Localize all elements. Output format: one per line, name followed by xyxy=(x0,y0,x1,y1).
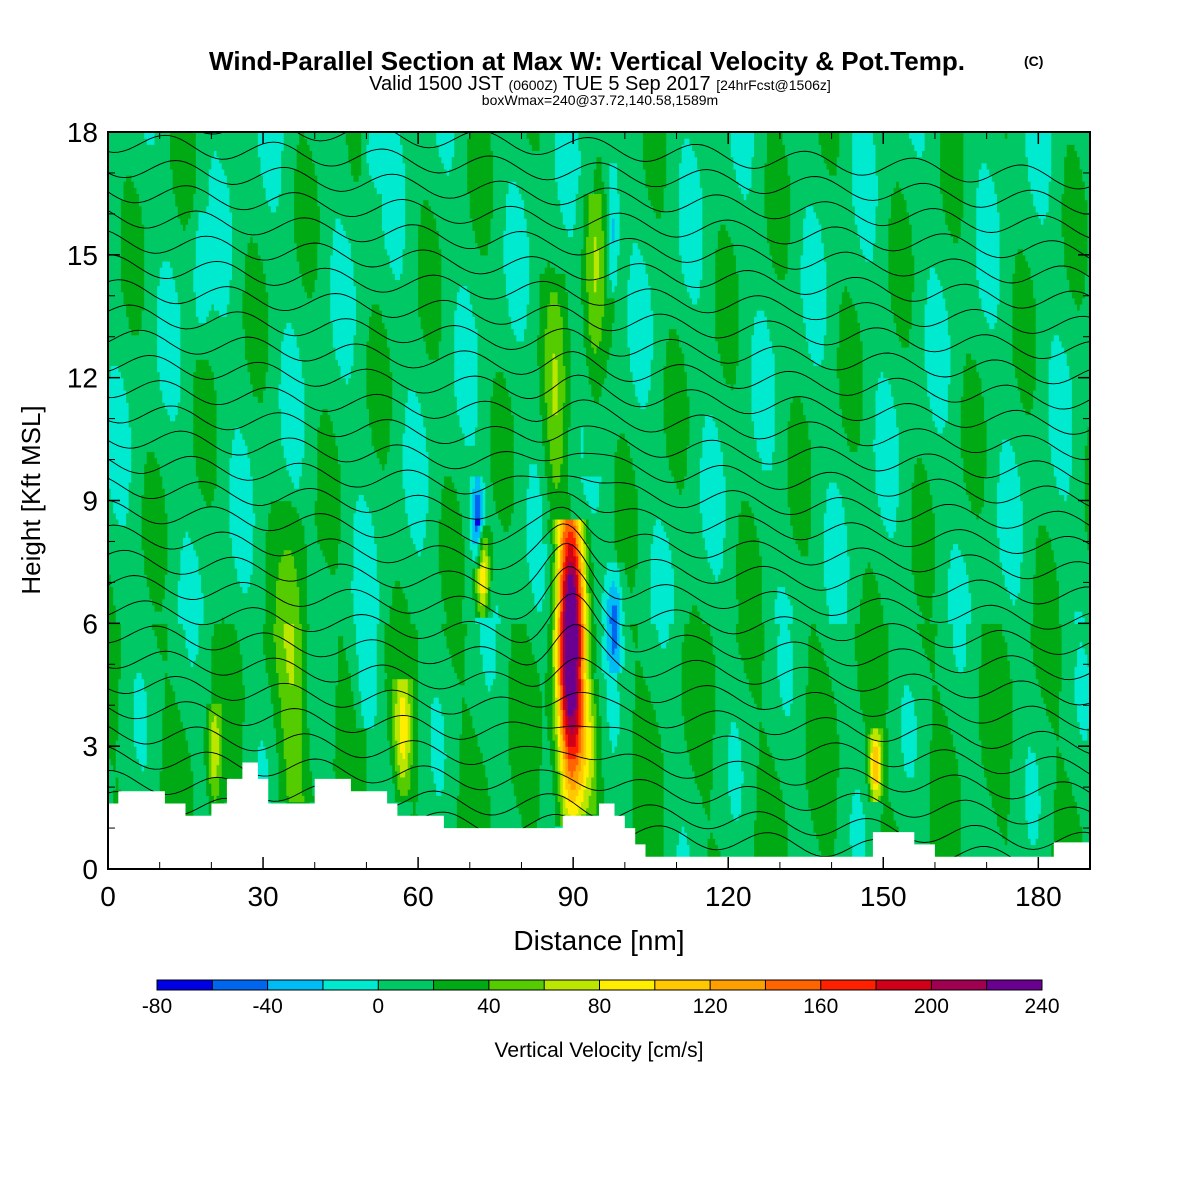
copyright-mark: (C) xyxy=(1024,53,1043,69)
box-info-subtitle: boxWmax=240@37.72,140.58,1589m xyxy=(482,92,718,108)
velocity-field xyxy=(108,132,1091,870)
chart-title: Wind-Parallel Section at Max W: Vertical… xyxy=(209,46,965,76)
forecast-label: [24hrFcst@1506z] xyxy=(716,77,831,93)
plot-area xyxy=(108,110,1091,870)
valid-utc: (0600Z) xyxy=(509,77,558,93)
figure: Wind-Parallel Section at Max W: Vertical… xyxy=(0,0,1200,1200)
